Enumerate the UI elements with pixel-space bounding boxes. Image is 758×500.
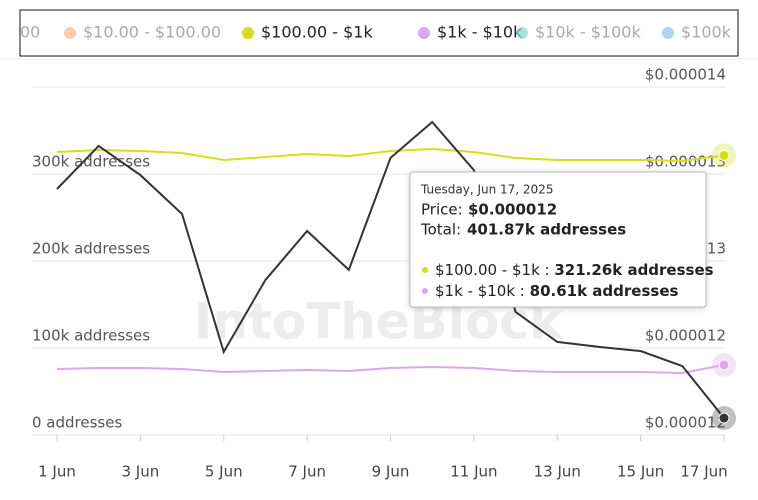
legend-label[interactable]: 00 [20,23,40,42]
y-tick-label: 300k addresses [32,153,150,171]
tooltip-total: 401.87k addresses [467,221,626,239]
legend-dot[interactable] [662,27,674,39]
tooltip-price: $0.000012 [468,201,557,219]
x-tick-label: 3 Jun [122,463,160,481]
highlight-point [718,359,730,371]
x-tick-label: 7 Jun [288,463,326,481]
tooltip-date: Tuesday, Jun 17, 2025 [420,183,553,197]
x-tick-label: 13 Jun [534,463,581,481]
tooltip-box [409,171,707,308]
legend-dot[interactable] [64,27,76,39]
x-tick-label: 1 Jun [38,463,76,481]
legend-label[interactable]: $100k [681,23,732,42]
legend-label[interactable]: $100.00 - $1k [261,23,373,42]
tooltip-dot [422,288,428,294]
y2-tick-label: $0.000012 [645,327,726,345]
tooltip-dot [422,267,428,273]
plot: IntoTheBlock$0.000012$0.000012$0.000013$… [32,66,736,481]
x-tick-label: 15 Jun [617,463,664,481]
y-tick-label: 0 addresses [32,414,122,432]
x-tick-label: 17 Jun [680,463,727,481]
series-line [56,148,725,163]
tooltip-item-label: $100.00 - $1k : [435,261,550,279]
legend-dot[interactable] [516,27,528,39]
tooltip-item-value: 321.26k addresses [554,261,713,279]
x-tick-label: 9 Jun [372,463,410,481]
legend-label[interactable]: $10.00 - $100.00 [83,23,221,42]
y2-tick-label: $0.000014 [645,66,726,84]
legend[interactable]: 00 $10.00 - $100.00 $100.00 - $1k $1k - $10… [20,23,732,42]
tooltip-item-value: 80.61k addresses [530,282,679,300]
tooltip-total-label: Total: [420,221,461,239]
series-line [56,120,725,419]
series-line [56,363,725,374]
tooltip-item-label: $1k - $10k : [435,282,525,300]
legend-label[interactable]: $1k - $10k [437,23,523,42]
tooltip-item: $100.00 - $1k : 321.26k addresses [435,261,714,279]
y-tick-label: 200k addresses [32,240,150,258]
tooltip: Tuesday, Jun 17, 2025 Price: $0.000012 Tota… [409,171,714,308]
y-tick-label: 100k addresses [32,327,150,345]
legend-dot[interactable] [418,27,430,39]
tooltip-item: $1k - $10k : 80.61k addresses [435,282,678,300]
highlight-point [718,150,730,162]
legend-label[interactable]: $10k - $100k [535,23,641,42]
tooltip-price-label: Price: [421,201,463,219]
legend-box [19,9,739,57]
legend-dot[interactable] [242,27,254,39]
x-tick-label: 11 Jun [450,463,497,481]
highlight-point [718,412,730,424]
x-tick-label: 5 Jun [205,463,243,481]
y2-tick-label: $0.000012 [645,414,726,432]
